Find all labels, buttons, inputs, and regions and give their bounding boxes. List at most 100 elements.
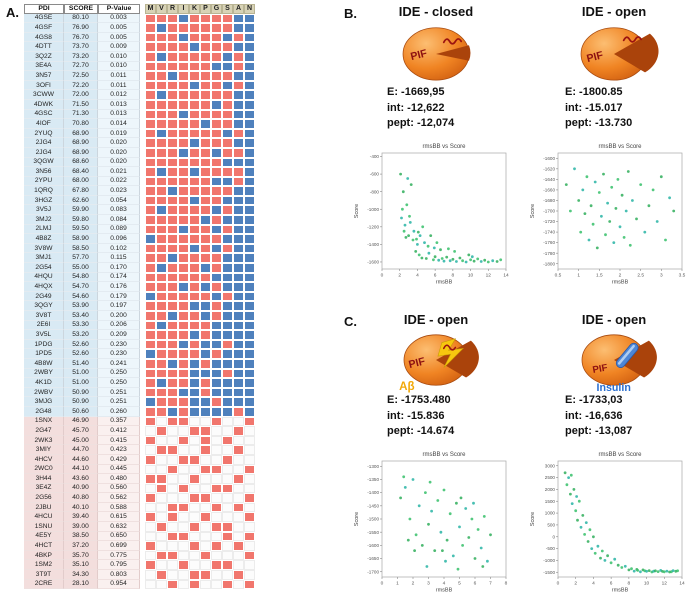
pdb-id-cell: 3MJ2	[24, 215, 64, 225]
svg-text:3000: 3000	[545, 463, 556, 468]
heatmap-cell	[178, 464, 189, 475]
svg-text:0: 0	[381, 580, 384, 586]
heatmap-cell	[211, 224, 222, 235]
heatmap-cell	[189, 397, 200, 407]
heatmap-cell	[244, 339, 255, 350]
heatmap-cell	[222, 61, 233, 72]
score-cell: 51.40	[64, 358, 98, 369]
score-cell: 58.90	[64, 234, 98, 244]
panel-b-label: B.	[344, 6, 357, 21]
heatmap-cell	[244, 13, 255, 24]
ide-open-abeta-icon: PIF Aβ	[399, 334, 479, 393]
heatmap-cell	[189, 493, 200, 503]
heatmap-cell	[189, 550, 200, 561]
heatmap-cell	[222, 387, 233, 398]
svg-text:-400: -400	[370, 154, 380, 159]
heatmap-cell	[178, 128, 189, 139]
heatmap-cell	[200, 541, 211, 551]
heatmap-cell	[178, 157, 189, 168]
pvalue-cell: 0.560	[98, 483, 140, 494]
heatmap-cell	[189, 224, 200, 235]
heatmap-cell	[244, 243, 255, 254]
heatmap-cell	[178, 167, 189, 177]
score-cell: 76.90	[64, 23, 98, 33]
heatmap-cell	[244, 320, 255, 331]
heatmap-cell	[211, 167, 222, 177]
scatter-svg: rmsBB vs Score -1600 -1620 -1640 -1660 -1680 -…	[530, 144, 686, 286]
heatmap-cell	[145, 406, 156, 417]
heatmap-cell	[167, 301, 178, 311]
heatmap-cell	[200, 109, 211, 120]
heatmap-cell	[244, 311, 255, 321]
heatmap-cell	[178, 51, 189, 62]
svg-text:10: 10	[468, 272, 474, 278]
heatmap-cell	[244, 282, 255, 292]
heatmap-cell	[167, 234, 178, 244]
pdb-id-cell: 3V5J	[24, 205, 64, 216]
heatmap-cell	[222, 215, 233, 225]
score-cell: 55.00	[64, 263, 98, 273]
pvalue-cell: 0.250	[98, 368, 140, 379]
heatmap-cell	[178, 195, 189, 206]
pvalue-cell: 0.054	[98, 195, 140, 206]
heatmap-cell	[167, 42, 178, 52]
score-cell: 59.90	[64, 205, 98, 216]
heatmap-cell	[244, 263, 255, 273]
pdb-id-cell: 1SNX	[24, 416, 64, 427]
heatmap-cell	[145, 550, 156, 561]
heatmap-cell	[222, 570, 233, 580]
svg-text:-1640: -1640	[543, 176, 555, 181]
heatmap-cell	[167, 176, 178, 187]
heatmap-cell	[167, 90, 178, 100]
heatmap-cell	[233, 445, 244, 455]
heatmap-cell	[211, 311, 222, 321]
heatmap-cell	[189, 205, 200, 216]
svg-text:rmsBB: rmsBB	[612, 279, 629, 285]
heatmap-cell	[244, 224, 255, 235]
scatter-svg: rmsBB vs Score -400 -600 -800 -1000 -1200 -140…	[354, 144, 509, 286]
heatmap-cell	[211, 474, 222, 484]
pvalue-cell: 0.803	[98, 570, 140, 580]
heatmap-cell	[178, 119, 189, 129]
pdb-id-cell: 2YPU	[24, 176, 64, 187]
heatmap-cell	[189, 387, 200, 398]
svg-text:6: 6	[474, 580, 477, 586]
heatmap-cell	[233, 51, 244, 62]
heatmap-cell	[211, 42, 222, 52]
heatmap-cell	[167, 541, 178, 551]
pdb-id-cell: 3N56	[24, 167, 64, 177]
heatmap-cell	[178, 13, 189, 24]
heatmap-cell	[211, 61, 222, 72]
heatmap-cell	[200, 195, 211, 206]
svg-text:-1450: -1450	[367, 503, 379, 508]
pvalue-cell: 0.010	[98, 61, 140, 72]
heatmap-cell	[233, 483, 244, 494]
svg-text:-1500: -1500	[367, 516, 379, 521]
heatmap-cell	[200, 445, 211, 455]
ide-card-title: IDE - open	[581, 4, 647, 19]
heatmap-cell	[178, 560, 189, 571]
heatmap-cell	[244, 570, 255, 580]
heatmap-cell	[189, 128, 200, 139]
heatmap-cell	[211, 550, 222, 561]
heatmap-cell	[244, 358, 255, 369]
heatmap-cell	[178, 397, 189, 407]
heatmap-cell	[211, 339, 222, 350]
svg-text:0: 0	[381, 272, 384, 278]
svg-text:-1700: -1700	[367, 569, 379, 574]
pvalue-cell: 0.176	[98, 282, 140, 292]
heatmap-cell	[145, 119, 156, 129]
score-cell: 72.50	[64, 71, 98, 81]
heatmap-column-header: V	[156, 4, 167, 14]
heatmap-cell	[233, 234, 244, 244]
heatmap-cell	[156, 560, 167, 571]
pvalue-cell: 0.954	[98, 579, 140, 590]
pvalue-cell: 0.632	[98, 522, 140, 532]
heatmap-cell	[244, 291, 255, 302]
heatmap-cell	[145, 13, 156, 24]
heatmap-cell	[156, 531, 167, 542]
svg-text:-1600: -1600	[543, 155, 555, 160]
heatmap-cell	[145, 243, 156, 254]
heatmap-cell	[222, 99, 233, 110]
score-cell: 34.30	[64, 570, 98, 580]
